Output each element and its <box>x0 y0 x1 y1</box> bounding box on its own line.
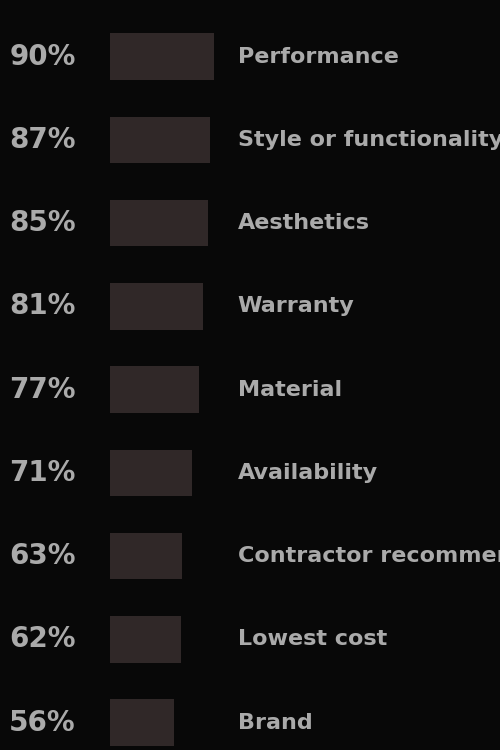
Text: 56%: 56% <box>9 709 76 736</box>
FancyBboxPatch shape <box>110 117 210 164</box>
Text: Warranty: Warranty <box>238 296 354 316</box>
FancyBboxPatch shape <box>110 699 174 746</box>
FancyBboxPatch shape <box>110 616 182 663</box>
Text: Material: Material <box>238 380 342 400</box>
FancyBboxPatch shape <box>110 450 192 497</box>
Text: 81%: 81% <box>10 292 76 320</box>
Text: 87%: 87% <box>9 126 76 154</box>
Text: Aesthetics: Aesthetics <box>238 213 370 233</box>
FancyBboxPatch shape <box>110 532 182 580</box>
Text: Lowest cost: Lowest cost <box>238 629 387 650</box>
Text: 63%: 63% <box>9 542 76 570</box>
Text: 77%: 77% <box>9 376 76 404</box>
Text: 85%: 85% <box>9 209 76 237</box>
FancyBboxPatch shape <box>110 33 214 80</box>
FancyBboxPatch shape <box>110 284 203 330</box>
Text: Contractor recommended: Contractor recommended <box>238 546 500 566</box>
Text: 62%: 62% <box>9 626 76 653</box>
FancyBboxPatch shape <box>110 366 198 413</box>
Text: Performance: Performance <box>238 46 398 67</box>
Text: Availability: Availability <box>238 463 378 483</box>
Text: Brand: Brand <box>238 712 312 733</box>
FancyBboxPatch shape <box>110 200 208 247</box>
Text: 71%: 71% <box>10 459 76 487</box>
Text: 90%: 90% <box>10 43 76 70</box>
Text: Style or functionality: Style or functionality <box>238 130 500 150</box>
